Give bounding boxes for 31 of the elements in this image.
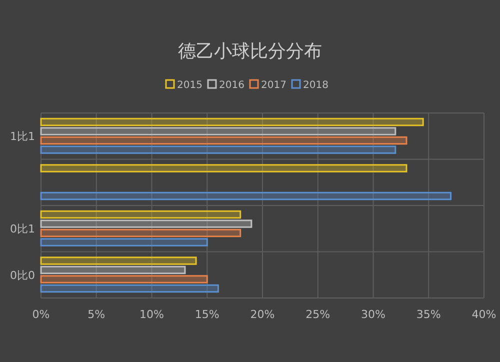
bar [40,136,408,145]
x-tick-label: 35% [416,308,441,321]
bar [40,127,396,136]
legend-label: 2015 [177,80,202,91]
x-tick-label: 5% [88,308,106,321]
bar [40,118,424,126]
bar [40,210,242,219]
bar [40,228,242,238]
x-tick-label: 40% [472,308,496,321]
bar [40,192,452,200]
x-tick-label: 15% [194,308,220,321]
legend-label: 2018 [303,80,328,91]
bar [40,220,252,228]
bar [40,146,396,154]
bar [40,164,408,172]
bar [40,256,197,265]
bar [40,284,219,293]
legend-label: 2017 [261,80,286,91]
x-tick-label: 30% [361,308,386,321]
chart-title: 德乙小球比分分布 [178,41,322,62]
bar [40,238,208,246]
y-tick-label: 0比0 [10,268,35,282]
y-tick-label: 0比1 [10,222,35,236]
legend-label: 2016 [219,80,244,91]
x-tick-label: 20% [250,308,275,321]
x-tick-label: 0% [32,308,50,321]
y-tick-label: 1比1 [10,130,35,144]
x-tick-label: 10% [140,308,164,321]
bar [40,266,186,274]
bar [40,275,208,284]
x-tick-label: 25% [306,308,330,321]
